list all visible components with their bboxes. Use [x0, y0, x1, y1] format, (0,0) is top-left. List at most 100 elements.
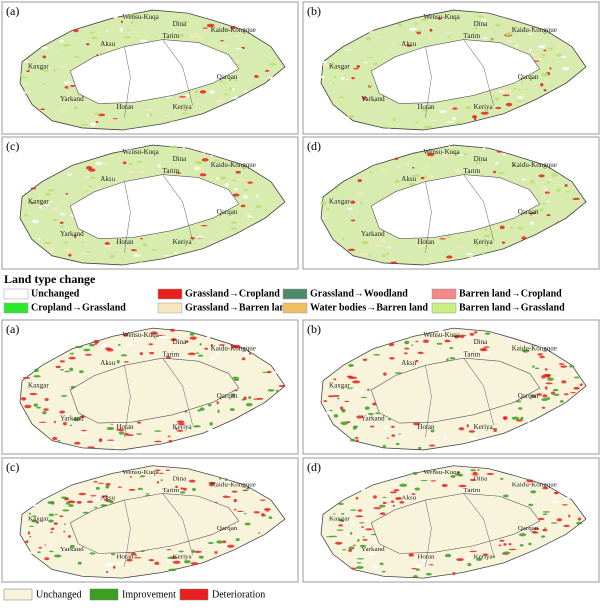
region-label: Tarim	[464, 351, 481, 359]
land-patch	[168, 440, 173, 443]
land-patch	[70, 544, 75, 549]
subbasin-line	[463, 174, 494, 241]
land-patch	[157, 164, 161, 168]
land-patch	[240, 204, 246, 208]
land-patch	[458, 484, 467, 488]
land-patch	[373, 565, 378, 569]
land-patch	[219, 176, 227, 180]
land-patch	[539, 355, 545, 359]
land-patch	[42, 82, 45, 85]
land-patch	[428, 473, 431, 475]
land-patch	[414, 29, 423, 33]
land-patch	[221, 545, 228, 548]
land-patch	[194, 90, 199, 94]
region-label: Qarqan	[518, 73, 539, 81]
land-patch	[356, 562, 362, 564]
land-patch	[187, 352, 196, 356]
land-patch	[174, 251, 179, 254]
land-patch	[322, 63, 331, 66]
desert	[69, 174, 240, 239]
land-patch	[195, 160, 203, 165]
land-patch	[449, 357, 456, 360]
land-patch	[362, 536, 365, 538]
land-patch	[59, 221, 64, 224]
land-patch	[28, 512, 31, 515]
land-patch	[538, 517, 545, 521]
land-patch	[128, 170, 134, 174]
land-patch	[163, 254, 171, 257]
land-patch	[59, 212, 66, 216]
land-patch	[521, 236, 527, 240]
land-patch	[38, 546, 42, 549]
land-patch	[486, 472, 494, 476]
land-patch	[246, 215, 253, 218]
region-label: Yarkand	[361, 95, 385, 103]
land-patch	[126, 13, 134, 18]
region-label: Hotan	[116, 554, 134, 561]
land-patch	[359, 522, 365, 524]
land-patch	[483, 234, 491, 238]
land-patch	[77, 561, 82, 565]
land-patch	[517, 226, 524, 230]
land-patch	[411, 568, 418, 570]
land-patch	[215, 354, 220, 357]
land-patch	[563, 393, 569, 396]
land-patch	[473, 116, 477, 121]
land-patch	[166, 548, 172, 551]
land-patch	[348, 363, 354, 367]
land-patch	[75, 345, 83, 349]
panel-label: (d)	[307, 139, 321, 153]
land-patch	[21, 82, 28, 85]
land-patch	[29, 392, 38, 396]
land-patch	[545, 387, 548, 390]
land-patch	[360, 396, 368, 399]
panel-label: (c)	[6, 139, 19, 153]
land-patch	[74, 106, 77, 110]
land-patch	[476, 15, 484, 18]
land-patch	[22, 377, 31, 379]
land-patch	[544, 386, 548, 389]
region-label: Qarqan	[217, 73, 238, 81]
land-patch	[212, 159, 221, 162]
land-patch	[83, 239, 88, 242]
land-patch	[394, 157, 399, 160]
land-patch	[573, 386, 580, 390]
land-patch	[357, 179, 362, 183]
land-patch	[415, 566, 423, 568]
land-patch	[237, 222, 241, 225]
land-patch	[117, 343, 121, 346]
land-patch	[468, 430, 475, 433]
land-patch	[23, 61, 30, 63]
land-patch	[415, 105, 424, 108]
land-patch	[42, 69, 49, 73]
land-patch	[481, 173, 484, 177]
land-patch	[172, 560, 181, 564]
land-patch	[37, 523, 45, 527]
land-patch	[549, 67, 552, 70]
land-patch	[177, 435, 184, 437]
region-label: Aksu	[100, 359, 115, 367]
land-patch	[505, 102, 513, 107]
subbasin-line	[425, 46, 432, 118]
land-patch	[404, 498, 410, 502]
land-patch	[199, 343, 202, 346]
land-patch	[415, 340, 419, 343]
land-patch	[90, 176, 95, 180]
land-patch	[74, 441, 81, 445]
land-patch	[459, 153, 464, 157]
land-patch	[202, 240, 205, 244]
land-patch	[541, 186, 549, 190]
land-patch	[349, 532, 353, 535]
land-patch	[340, 421, 349, 426]
land-patch	[352, 387, 359, 391]
land-patch	[263, 508, 271, 511]
land-patch	[564, 184, 568, 187]
land-patch	[528, 542, 532, 546]
land-patch	[146, 108, 154, 112]
land-patch	[154, 561, 160, 565]
land-patch	[112, 565, 116, 569]
land-patch	[202, 27, 209, 29]
region-label: Hotan	[417, 423, 435, 431]
region-label: Yarkand	[361, 230, 385, 238]
land-patch	[474, 331, 478, 334]
